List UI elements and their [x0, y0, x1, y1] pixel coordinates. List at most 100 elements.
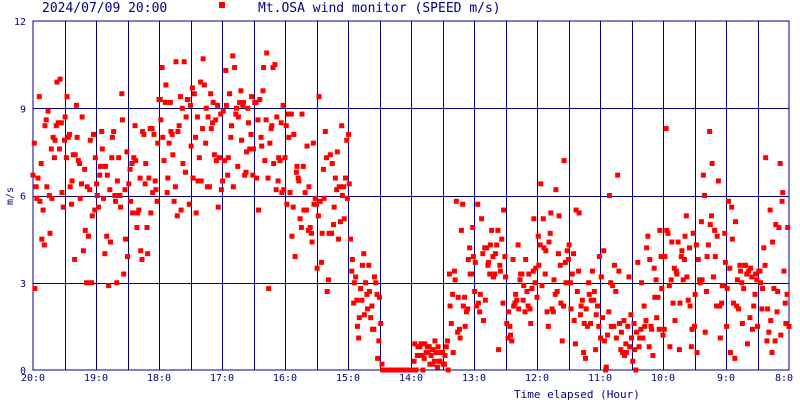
data-point	[316, 94, 322, 100]
data-point	[336, 236, 342, 242]
data-point	[233, 105, 239, 111]
data-point	[502, 254, 508, 260]
data-point	[497, 262, 503, 268]
data-point	[175, 129, 181, 135]
y-axis-label: m/s	[5, 187, 16, 205]
data-point	[245, 105, 251, 111]
data-point	[158, 117, 164, 123]
data-point	[341, 216, 347, 222]
data-point	[768, 318, 774, 324]
data-point	[99, 129, 105, 135]
data-point	[276, 155, 282, 161]
data-point	[346, 131, 352, 137]
data-point	[411, 358, 417, 364]
data-point	[772, 338, 778, 344]
data-point	[687, 303, 693, 309]
data-point	[329, 230, 335, 236]
data-point	[650, 352, 656, 358]
data-point	[581, 320, 587, 326]
data-point	[707, 129, 713, 135]
data-point	[199, 126, 205, 132]
data-point	[758, 280, 764, 286]
data-point	[294, 163, 300, 169]
data-point	[556, 213, 562, 219]
data-point	[225, 172, 231, 178]
data-point	[465, 256, 471, 262]
data-point	[482, 297, 488, 303]
data-point	[747, 315, 753, 321]
data-point	[341, 184, 347, 190]
data-point	[653, 277, 659, 283]
data-point	[606, 309, 612, 315]
data-point	[709, 161, 715, 167]
data-point	[697, 280, 703, 286]
data-point	[227, 91, 233, 97]
data-point	[537, 242, 543, 248]
data-point	[731, 300, 737, 306]
data-point	[354, 323, 360, 329]
data-point	[43, 117, 49, 123]
data-point	[516, 306, 522, 312]
data-point	[528, 320, 534, 326]
y-tick-labels: 0 3 6 9 12	[14, 17, 26, 377]
data-point	[786, 323, 792, 329]
x-tick-labels: 20:0 19:0 18:0 17:0 16:0 15:0 14:0 13:0 12:0 11:0…	[21, 373, 793, 384]
x-tick-label: 10:0	[651, 373, 675, 384]
data-point	[348, 236, 354, 242]
data-point	[242, 172, 248, 178]
data-point	[210, 120, 216, 126]
data-point	[551, 277, 557, 283]
data-point	[319, 230, 325, 236]
data-point	[553, 187, 559, 193]
data-point	[589, 268, 595, 274]
chart-title: Mt.OSA wind monitor (SPEED m/s)	[258, 1, 501, 16]
data-point	[566, 256, 571, 262]
data-point	[420, 367, 426, 373]
data-point	[298, 224, 304, 230]
data-point	[500, 300, 506, 306]
data-point	[145, 251, 151, 257]
data-point	[462, 294, 468, 300]
data-point	[251, 146, 256, 152]
data-point	[445, 367, 451, 373]
data-point	[72, 152, 78, 158]
x-tick-label: 13:0	[462, 373, 486, 384]
data-point	[274, 114, 280, 120]
data-point	[576, 268, 582, 274]
data-point	[59, 190, 65, 196]
x-tick-label: 14:0	[399, 373, 423, 384]
grid-lines	[32, 20, 790, 371]
data-point	[661, 326, 667, 332]
data-point	[608, 280, 614, 286]
data-point	[543, 248, 549, 254]
data-point	[534, 294, 540, 300]
data-point	[776, 224, 782, 230]
data-point	[729, 204, 735, 210]
data-point	[692, 291, 698, 297]
data-point	[77, 195, 83, 201]
data-point	[419, 352, 425, 358]
data-point	[709, 213, 715, 219]
data-point	[505, 335, 511, 341]
data-point	[720, 283, 726, 289]
data-point	[774, 309, 780, 315]
data-point	[281, 187, 287, 193]
data-point	[301, 207, 307, 213]
data-point	[94, 181, 100, 187]
data-point	[84, 280, 90, 286]
data-point	[253, 99, 259, 105]
data-point	[550, 309, 556, 315]
data-point	[321, 195, 327, 201]
data-point	[356, 315, 362, 321]
data-point	[495, 227, 501, 233]
data-point	[62, 137, 67, 143]
data-point	[784, 291, 790, 297]
data-point	[577, 312, 583, 318]
data-point	[598, 335, 604, 341]
data-point	[200, 56, 206, 62]
data-point	[555, 251, 561, 257]
data-point	[558, 300, 564, 306]
data-point	[412, 341, 418, 347]
data-point	[669, 239, 675, 245]
data-point	[101, 195, 107, 201]
